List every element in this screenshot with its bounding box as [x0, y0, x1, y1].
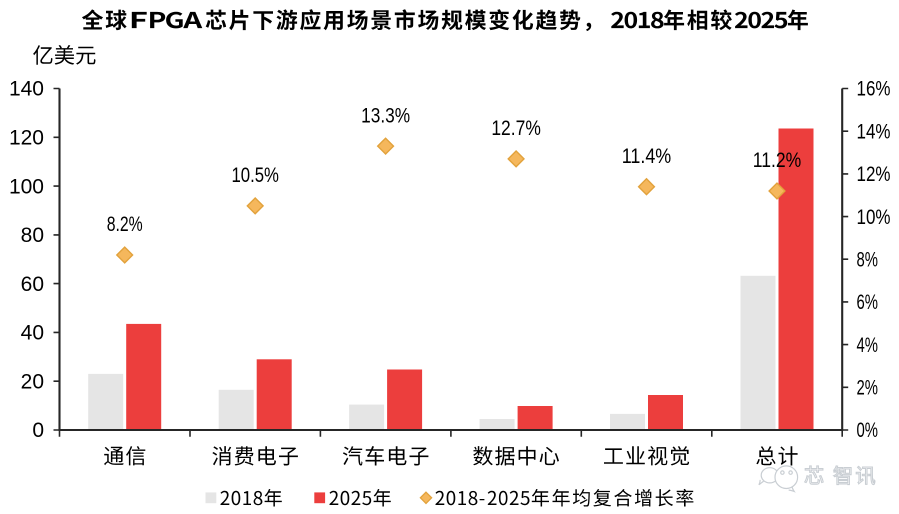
svg-text:8.2%: 8.2% [107, 213, 143, 236]
svg-text:12%: 12% [857, 163, 891, 186]
svg-text:14%: 14% [857, 120, 891, 143]
svg-text:8%: 8% [857, 248, 879, 271]
svg-text:10%: 10% [857, 206, 891, 229]
svg-text:100: 100 [9, 175, 44, 198]
svg-text:40: 40 [21, 322, 44, 345]
svg-text:4%: 4% [857, 334, 879, 357]
svg-text:16%: 16% [857, 78, 891, 101]
svg-text:11.4%: 11.4% [622, 145, 672, 168]
svg-text:0: 0 [32, 419, 44, 442]
svg-text:2%: 2% [857, 377, 879, 400]
svg-text:120: 120 [9, 127, 44, 150]
svg-text:13.3%: 13.3% [361, 104, 410, 127]
svg-text:12.7%: 12.7% [491, 117, 541, 140]
svg-text:20: 20 [21, 370, 44, 393]
svg-text:6%: 6% [857, 291, 879, 314]
svg-text:0%: 0% [857, 419, 879, 442]
svg-text:140: 140 [9, 78, 44, 101]
svg-text:10.5%: 10.5% [231, 164, 279, 187]
svg-text:60: 60 [21, 273, 44, 296]
svg-text:11.2%: 11.2% [753, 149, 802, 172]
svg-text:80: 80 [21, 224, 44, 247]
